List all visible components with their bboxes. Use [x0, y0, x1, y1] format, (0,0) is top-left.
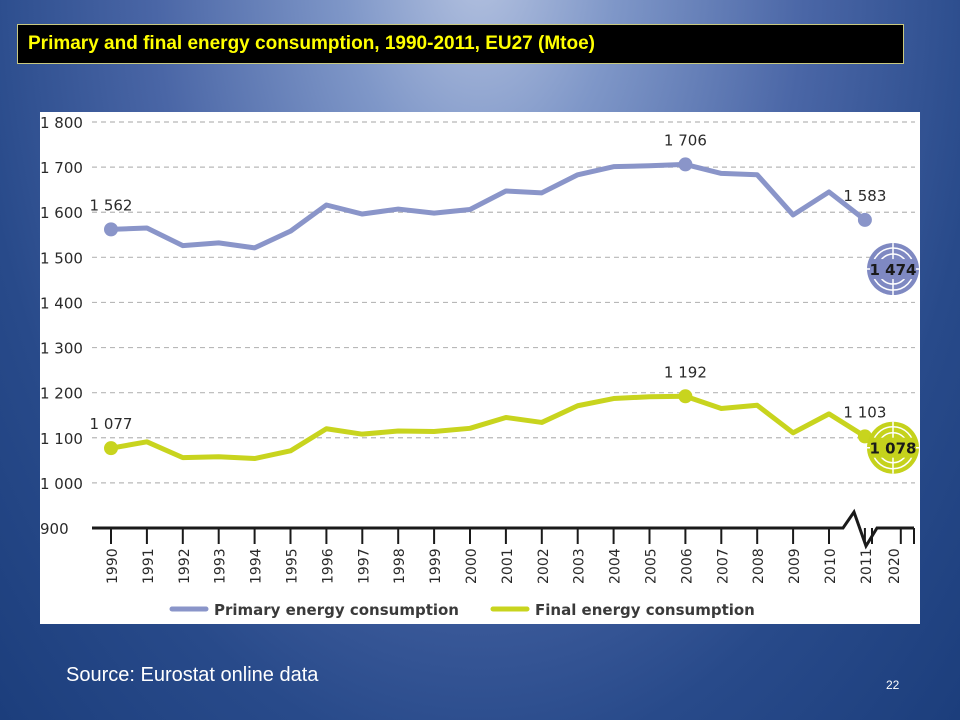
x-tick-label: 1996	[320, 548, 336, 584]
x-tick-label: 2010	[823, 548, 839, 584]
data-label: 1 583	[843, 187, 886, 205]
y-tick-label: 1 600	[40, 204, 83, 222]
series-lines	[108, 161, 868, 462]
x-tick-label: 1993	[213, 548, 229, 584]
legend-label: Final energy consumption	[535, 601, 755, 619]
x-axis	[92, 508, 915, 550]
y-tick-label: 1 100	[40, 430, 83, 448]
x-tick-label: 2011	[859, 548, 875, 584]
highlight-point	[104, 441, 118, 456]
x-tick-label: 1999	[428, 548, 444, 584]
target-markers: 1 474 1 078	[867, 243, 919, 474]
x-tick-label: 1992	[177, 548, 193, 584]
y-tick-label: 1 400	[40, 294, 83, 312]
x-tick-label: 2004	[608, 548, 624, 584]
y-tick-label: 1 200	[40, 385, 83, 403]
series-line-final	[108, 393, 868, 462]
data-labels: 1 562 1 706 1 583 1 077 1 192 1 103	[90, 131, 887, 433]
legend-label: Primary energy consumption	[214, 601, 459, 619]
highlight-point	[678, 389, 693, 404]
x-tick-label: 1995	[285, 548, 301, 584]
x-tick-label: 2009	[787, 548, 803, 584]
x-tick-label: 2007	[715, 548, 731, 584]
x-tick-label: 2000	[464, 548, 480, 584]
x-tick-label: 1994	[249, 548, 265, 584]
target-badge-final: 1 078	[867, 421, 919, 474]
y-axis-tick-labels: 900 1 000 1 100 1 200 1 300 1 400 1 500 1 600 1 …	[40, 114, 83, 538]
y-tick-label: 1 000	[40, 475, 83, 493]
chart-panel: 900 1 000 1 100 1 200 1 300 1 400 1 500 1 600 1 …	[40, 112, 920, 624]
highlight-point	[857, 212, 872, 227]
target-badge-primary: 1 474	[867, 243, 919, 296]
target-value-label: 1 078	[870, 440, 917, 458]
x-tick-label: 2002	[536, 548, 552, 584]
y-tick-label: 1 300	[40, 340, 83, 358]
x-tick-label: 1991	[141, 548, 157, 584]
x-tick-label: 2008	[751, 548, 767, 584]
data-label: 1 103	[843, 403, 886, 421]
y-tick-label: 1 800	[40, 114, 83, 132]
gridlines	[92, 121, 915, 484]
legend: Primary energy consumption Final energy c…	[169, 601, 755, 619]
x-tick-label: 1990	[105, 548, 121, 584]
x-tick-label: 2005	[644, 548, 660, 584]
data-label: 1 192	[664, 363, 707, 381]
highlight-point	[104, 222, 118, 237]
energy-consumption-line-chart: 900 1 000 1 100 1 200 1 300 1 400 1 500 1 600 1 …	[40, 114, 919, 619]
target-label-bg	[870, 259, 916, 280]
data-label: 1 077	[90, 415, 133, 433]
x-tick-label: 2003	[572, 548, 588, 584]
slide-title: Primary and final energy consumption, 19…	[17, 24, 904, 64]
y-tick-label: 900	[40, 520, 69, 538]
x-tick-label: 1997	[356, 548, 372, 584]
x-tick-label: 2001	[500, 548, 516, 584]
data-label: 1 562	[90, 196, 133, 214]
series-line-primary	[108, 161, 868, 251]
x-tick-label-target: 2020	[887, 548, 903, 584]
target-label-bg	[870, 437, 916, 458]
source-note: Source: Eurostat online data	[66, 664, 319, 686]
highlight-point	[678, 157, 693, 172]
x-tick-label: 2006	[679, 548, 695, 584]
x-tick-label: 1998	[392, 548, 408, 584]
x-axis-line	[92, 508, 914, 550]
x-axis-tick-labels: 1990 1991 1992 1993 1994 1995 1996 1997 1998 1999…	[105, 548, 903, 584]
page-number: 22	[886, 678, 900, 692]
target-value-label: 1 474	[870, 261, 917, 279]
y-tick-label: 1 700	[40, 159, 83, 177]
data-label: 1 706	[664, 131, 707, 149]
y-tick-label: 1 500	[40, 249, 83, 267]
